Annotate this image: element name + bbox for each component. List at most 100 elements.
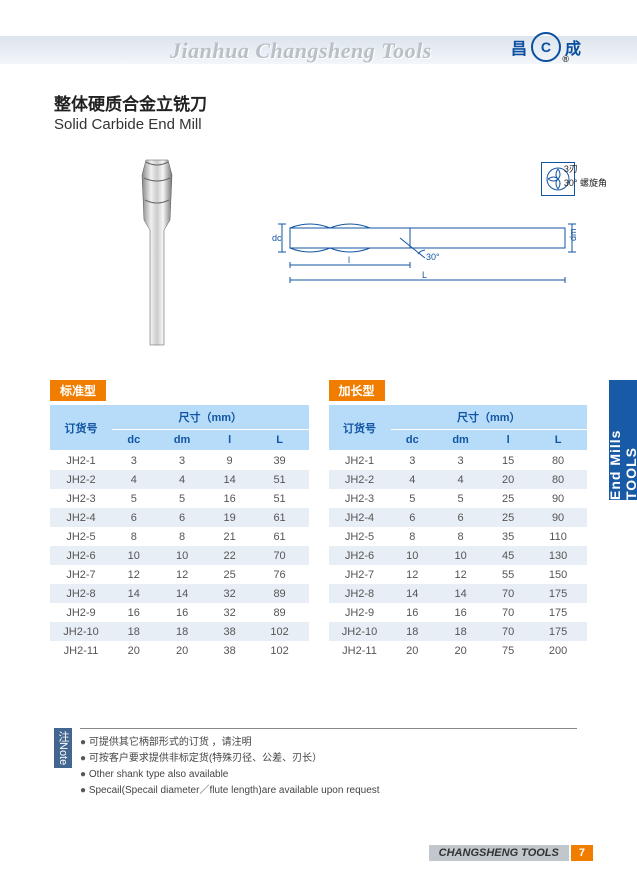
table-cell: 10 — [391, 546, 435, 565]
flutes-label: 3刃 — [564, 162, 607, 176]
table-row: JH2-3551651 — [50, 489, 309, 508]
table-row: JH2-712122576 — [50, 565, 309, 584]
th-l: l — [209, 430, 251, 451]
th-size: 尺寸（mm） — [391, 405, 588, 430]
note-item: 可按客户要求提供非标定货(特殊刃径、公差、刃长） — [80, 751, 577, 767]
table-cell: 32 — [209, 603, 251, 622]
table-row: JH2-2442080 — [329, 470, 588, 489]
table-cell: 8 — [434, 527, 487, 546]
table-cell: 5 — [112, 489, 156, 508]
table-cell: 175 — [529, 584, 587, 603]
footer-page: 7 — [571, 845, 593, 861]
table-row: JH2-10181870175 — [329, 622, 588, 641]
table-cell: 12 — [391, 565, 435, 584]
table-cell: 38 — [209, 622, 251, 641]
table-cell: JH2-1 — [329, 451, 391, 471]
table-cell: 6 — [434, 508, 487, 527]
table-cell: 20 — [391, 641, 435, 660]
table-cell: JH2-7 — [50, 565, 112, 584]
table-cell: 18 — [156, 622, 209, 641]
table-cell: 4 — [112, 470, 156, 489]
table-cell: JH2-8 — [329, 584, 391, 603]
table-cell: 80 — [529, 451, 587, 471]
helix-label: 30° 螺旋角 — [564, 176, 607, 190]
table-cell: 4 — [156, 470, 209, 489]
long-table-block: 加长型 订货号尺寸（mm） dcdmlL JH2-1331580JH2-2442… — [329, 380, 588, 660]
table-row: JH2-5882161 — [50, 527, 309, 546]
table-cell: 76 — [251, 565, 309, 584]
table-cell: 14 — [209, 470, 251, 489]
th-dm: dm — [156, 430, 209, 451]
table-row: JH2-9161670175 — [329, 603, 588, 622]
table-row: JH2-2441451 — [50, 470, 309, 489]
table-cell: 14 — [434, 584, 487, 603]
notes-list: 可提供其它柄部形式的订货 ，请注明可按客户要求提供非标定货(特殊刃径、公差、刃长… — [80, 728, 577, 799]
table-cell: 8 — [156, 527, 209, 546]
table-cell: 6 — [112, 508, 156, 527]
table-row: JH2-3552590 — [329, 489, 588, 508]
long-badge: 加长型 — [329, 380, 385, 401]
table-cell: 8 — [391, 527, 435, 546]
table-cell: 39 — [251, 451, 309, 471]
table-cell: 16 — [434, 603, 487, 622]
table-cell: JH2-3 — [329, 489, 391, 508]
logo-char-left: 昌 — [511, 35, 527, 59]
th-dc: dc — [112, 430, 156, 451]
table-cell: 80 — [529, 470, 587, 489]
standard-table: 订货号尺寸（mm） dcdmlL JH2-133939JH2-2441451JH… — [50, 405, 309, 660]
table-cell: 25 — [209, 565, 251, 584]
table-cell: 51 — [251, 489, 309, 508]
dim-dc: dc — [272, 233, 282, 243]
table-cell: 61 — [251, 527, 309, 546]
table-cell: 130 — [529, 546, 587, 565]
table-row: JH2-11202038102 — [50, 641, 309, 660]
table-cell: 18 — [112, 622, 156, 641]
table-cell: 12 — [112, 565, 156, 584]
end-mill-photo — [112, 150, 202, 350]
table-row: JH2-916163289 — [50, 603, 309, 622]
footer: CHANGSHENG TOOLS 7 — [429, 845, 593, 861]
table-cell: 45 — [487, 546, 529, 565]
table-cell: 16 — [112, 603, 156, 622]
table-cell: 16 — [156, 603, 209, 622]
table-cell: 102 — [251, 641, 309, 660]
table-row: JH2-814143289 — [50, 584, 309, 603]
table-cell: 4 — [391, 470, 435, 489]
table-row: JH2-10181838102 — [50, 622, 309, 641]
table-cell: JH2-2 — [329, 470, 391, 489]
table-cell: 12 — [156, 565, 209, 584]
footer-brand: CHANGSHENG TOOLS — [429, 845, 569, 861]
dim-dm: dm — [568, 228, 578, 241]
table-cell: 70 — [487, 622, 529, 641]
table-cell: 70 — [487, 584, 529, 603]
th-size: 尺寸（mm） — [112, 405, 309, 430]
note-item: Specail(Specail diameter／flute length)ar… — [80, 783, 577, 799]
dim-l: l — [348, 255, 350, 265]
standard-table-block: 标准型 订货号尺寸（mm） dcdmlL JH2-133939JH2-24414… — [50, 380, 309, 660]
table-cell: 19 — [209, 508, 251, 527]
table-row: JH2-133939 — [50, 451, 309, 471]
table-cell: 200 — [529, 641, 587, 660]
th-l: l — [487, 430, 529, 451]
brand-logo: 昌 C 成 — [511, 32, 581, 62]
table-cell: 110 — [529, 527, 587, 546]
table-cell: 90 — [529, 489, 587, 508]
table-cell: 20 — [112, 641, 156, 660]
table-cell: 25 — [487, 489, 529, 508]
table-cell: JH2-9 — [50, 603, 112, 622]
table-cell: JH2-3 — [50, 489, 112, 508]
table-cell: 25 — [487, 508, 529, 527]
table-cell: 3 — [156, 451, 209, 471]
table-row: JH2-4662590 — [329, 508, 588, 527]
note-badge-cn: 注 — [57, 731, 69, 742]
table-cell: 5 — [156, 489, 209, 508]
table-cell: JH2-7 — [329, 565, 391, 584]
table-cell: JH2-6 — [329, 546, 391, 565]
table-cell: 5 — [391, 489, 435, 508]
table-row: JH2-4661961 — [50, 508, 309, 527]
table-cell: 61 — [251, 508, 309, 527]
table-cell: 14 — [156, 584, 209, 603]
table-cell: 55 — [487, 565, 529, 584]
note-item: 可提供其它柄部形式的订货 ，请注明 — [80, 735, 577, 751]
table-cell: 10 — [434, 546, 487, 565]
